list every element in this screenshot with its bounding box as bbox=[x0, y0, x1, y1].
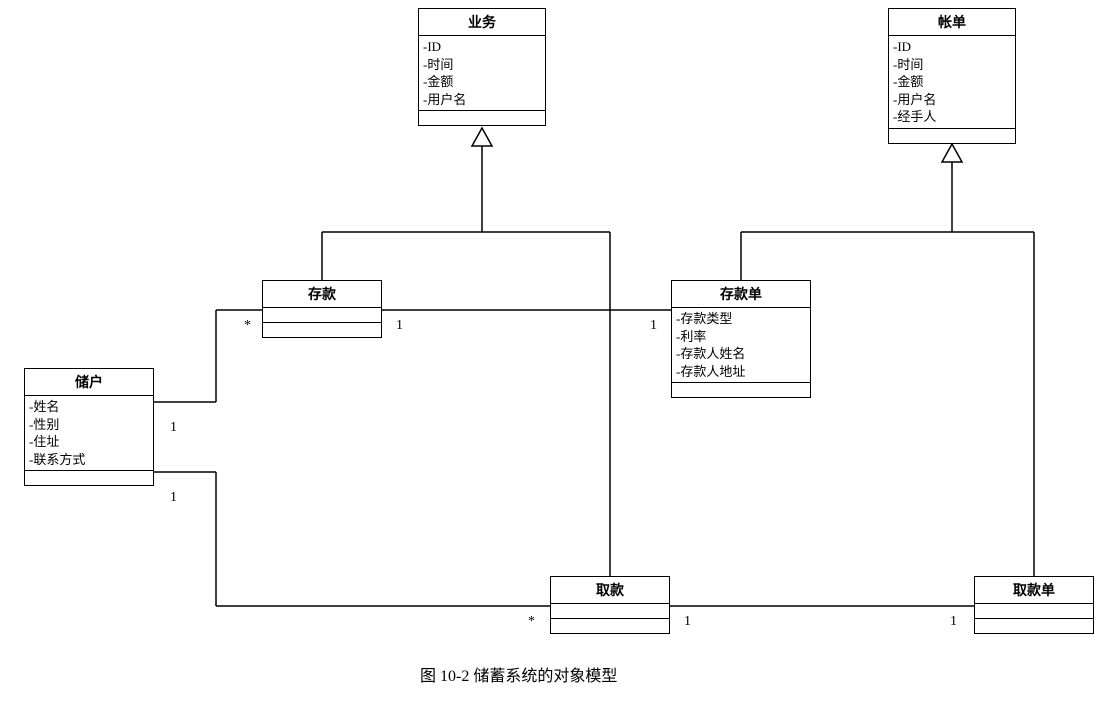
class-title: 储户 bbox=[25, 369, 153, 396]
class-attrs bbox=[263, 308, 381, 323]
class-attrs bbox=[975, 604, 1093, 619]
attr: -住址 bbox=[29, 433, 149, 451]
mult-label: * bbox=[244, 318, 251, 334]
attr: -性别 bbox=[29, 416, 149, 434]
mult-label: 1 bbox=[170, 420, 177, 436]
figure-caption: 图 10-2 储蓄系统的对象模型 bbox=[420, 662, 617, 686]
attr: -姓名 bbox=[29, 398, 149, 416]
class-title: 取款 bbox=[551, 577, 669, 604]
mult-label: 1 bbox=[950, 614, 957, 630]
attr: -用户名 bbox=[423, 91, 541, 109]
class-attrs: -姓名 -性别 -住址 -联系方式 bbox=[25, 396, 153, 471]
class-ops bbox=[25, 471, 153, 485]
mult-label: 1 bbox=[650, 318, 657, 334]
mult-label: 1 bbox=[170, 490, 177, 506]
attr: -存款类型 bbox=[676, 310, 806, 328]
attr: -联系方式 bbox=[29, 451, 149, 469]
class-deposit: 存款 bbox=[262, 280, 382, 338]
attr: -经手人 bbox=[893, 108, 1011, 126]
class-ops bbox=[551, 619, 669, 633]
class-title: 业务 bbox=[419, 9, 545, 36]
class-title: 取款单 bbox=[975, 577, 1093, 604]
assoc-customer-withdraw bbox=[154, 472, 550, 606]
class-attrs: -ID -时间 -金额 -用户名 bbox=[419, 36, 545, 111]
class-customer: 储户 -姓名 -性别 -住址 -联系方式 bbox=[24, 368, 154, 486]
diagram-canvas: 业务 -ID -时间 -金额 -用户名 帐单 -ID -时间 -金额 -用户名 … bbox=[0, 0, 1112, 704]
class-attrs: -ID -时间 -金额 -用户名 -经手人 bbox=[889, 36, 1015, 129]
class-attrs: -存款类型 -利率 -存款人姓名 -存款人地址 bbox=[672, 308, 810, 383]
attr: -ID bbox=[893, 38, 1011, 56]
class-bill: 帐单 -ID -时间 -金额 -用户名 -经手人 bbox=[888, 8, 1016, 144]
attr: -ID bbox=[423, 38, 541, 56]
attr: -利率 bbox=[676, 328, 806, 346]
mult-label: 1 bbox=[396, 318, 403, 334]
attr: -存款人姓名 bbox=[676, 345, 806, 363]
class-ops bbox=[263, 323, 381, 337]
attr: -用户名 bbox=[893, 91, 1011, 109]
class-business: 业务 -ID -时间 -金额 -用户名 bbox=[418, 8, 546, 126]
class-withdraw: 取款 bbox=[550, 576, 670, 634]
inheritance-business bbox=[322, 128, 610, 576]
attr: -存款人地址 bbox=[676, 363, 806, 381]
class-deposit-slip: 存款单 -存款类型 -利率 -存款人姓名 -存款人地址 bbox=[671, 280, 811, 398]
attr: -时间 bbox=[893, 56, 1011, 74]
attr: -时间 bbox=[423, 56, 541, 74]
class-ops bbox=[975, 619, 1093, 633]
class-title: 帐单 bbox=[889, 9, 1015, 36]
attr: -金额 bbox=[423, 73, 541, 91]
class-attrs bbox=[551, 604, 669, 619]
mult-label: * bbox=[528, 614, 535, 630]
mult-label: 1 bbox=[684, 614, 691, 630]
class-withdraw-slip: 取款单 bbox=[974, 576, 1094, 634]
class-title: 存款单 bbox=[672, 281, 810, 308]
class-ops bbox=[889, 129, 1015, 143]
class-ops bbox=[419, 111, 545, 125]
class-ops bbox=[672, 383, 810, 397]
class-title: 存款 bbox=[263, 281, 381, 308]
attr: -金额 bbox=[893, 73, 1011, 91]
